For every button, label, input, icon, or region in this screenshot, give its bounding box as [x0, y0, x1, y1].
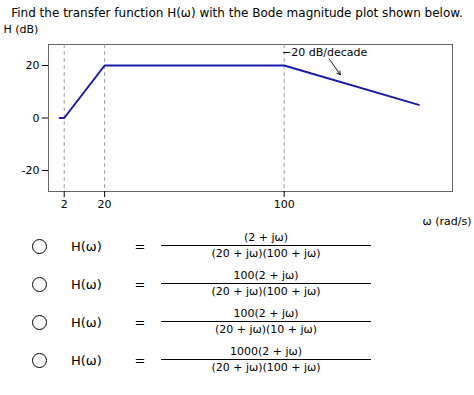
svg-text:H (dB): H (dB) [4, 23, 39, 36]
svg-text:-20: -20 [22, 164, 40, 177]
html-text:H(ω): H(ω) [71, 314, 102, 330]
html-text:H(ω): H(ω) [71, 276, 102, 292]
svg-text:ω (rad/s): ω (rad/s) [423, 215, 472, 228]
svg-text:100: 100 [274, 198, 295, 211]
html-text:(20 + jω)(10 + jω): (20 + jω)(10 + jω) [214, 323, 318, 336]
html-text:1000(2 + jω): 1000(2 + jω) [230, 345, 302, 358]
svg-text:20: 20 [26, 59, 40, 72]
html-text:H(ω): H(ω) [71, 238, 102, 254]
html-text:(20 + jω)(100 + jω): (20 + jω)(100 + jω) [211, 285, 321, 298]
svg-text:2: 2 [61, 198, 68, 211]
html-text:Find the transfer function H(ω: Find the transfer function H(ω) with the… [11, 6, 463, 20]
svg-text:0: 0 [33, 112, 40, 125]
html-text:100(2 + jω): 100(2 + jω) [233, 269, 299, 282]
html-text:H(ω): H(ω) [71, 352, 102, 368]
svg-text:−20 dB/decade: −20 dB/decade [282, 46, 367, 59]
html-text:(20 + jω)(100 + jω): (20 + jω)(100 + jω) [211, 247, 321, 260]
html-text:(2 + jω): (2 + jω) [244, 231, 288, 244]
svg-text:20: 20 [98, 198, 112, 211]
html-text:100(2 + jω): 100(2 + jω) [233, 307, 299, 320]
html-text:(20 + jω)(100 + jω): (20 + jω)(100 + jω) [211, 361, 321, 374]
